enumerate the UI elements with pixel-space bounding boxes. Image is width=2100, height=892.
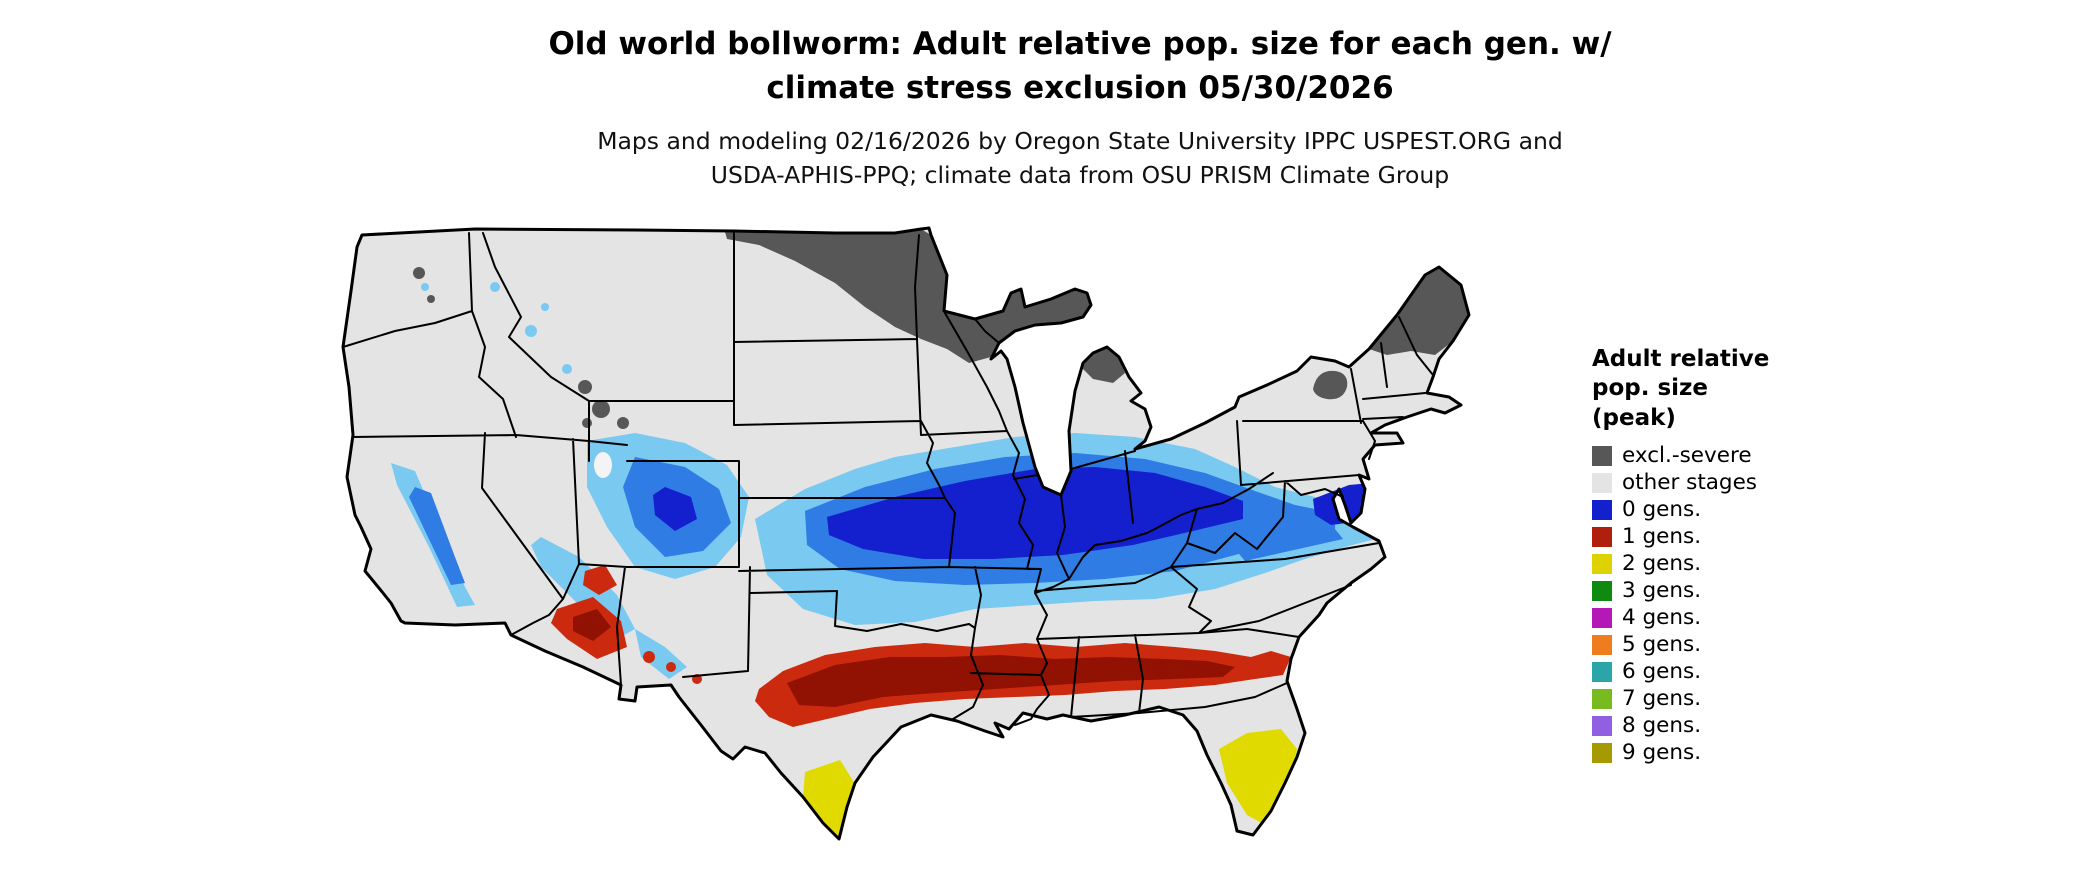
us-map-svg bbox=[341, 226, 1471, 841]
legend-item: 6 gens. bbox=[1592, 661, 1822, 683]
legend-item-label: 1 gens. bbox=[1622, 524, 1702, 550]
excl-severe-speck bbox=[413, 267, 425, 279]
gens1-bright-speck bbox=[643, 651, 655, 663]
legend-swatch bbox=[1592, 554, 1612, 575]
excl-severe-speck bbox=[582, 418, 592, 428]
legend-item-label: other stages bbox=[1622, 470, 1757, 496]
legend-item: 4 gens. bbox=[1592, 607, 1822, 629]
legend-title-line1: Adult relative bbox=[1592, 346, 1770, 372]
legend-item-label: excl.-severe bbox=[1622, 443, 1752, 469]
legend-swatch bbox=[1592, 716, 1612, 737]
gens0-light-speck bbox=[490, 282, 500, 292]
us-outline bbox=[341, 226, 1471, 841]
gens1-dark-band bbox=[787, 655, 1235, 707]
legend-swatch bbox=[1592, 689, 1612, 710]
legend-swatch bbox=[1592, 608, 1612, 629]
legend-item-label: 2 gens. bbox=[1622, 551, 1702, 577]
map-title-line1: Old world bollworm: Adult relative pop. … bbox=[548, 26, 1612, 62]
legend-item-label: 5 gens. bbox=[1622, 632, 1702, 658]
legend-item: 7 gens. bbox=[1592, 688, 1822, 710]
gens0-light-speck bbox=[525, 325, 537, 337]
region-gens1-dark bbox=[573, 609, 1235, 707]
state-borders bbox=[342, 230, 1434, 726]
gens2-florida bbox=[1219, 729, 1297, 825]
legend-item-label: 3 gens. bbox=[1622, 578, 1702, 604]
legend-item-label: 0 gens. bbox=[1622, 497, 1702, 523]
gens0-core-colorado-dab bbox=[653, 487, 697, 531]
excl-severe-speck bbox=[617, 417, 629, 429]
legend-item: other stages bbox=[1592, 472, 1822, 494]
legend-item-label: 4 gens. bbox=[1622, 605, 1702, 631]
legend: Adult relative pop. size (peak) excl.-se… bbox=[1592, 345, 1822, 769]
gens0-medium-virginia-streak bbox=[1235, 529, 1343, 561]
gens1-bright-speck bbox=[666, 662, 676, 672]
legend-title-line3: (peak) bbox=[1592, 404, 1676, 431]
legend-item-label: 6 gens. bbox=[1622, 659, 1702, 685]
legend-title-line2: pop. size bbox=[1592, 375, 1709, 402]
legend-item: 8 gens. bbox=[1592, 715, 1822, 737]
legend-item: excl.-severe bbox=[1592, 445, 1822, 467]
legend-swatch bbox=[1592, 527, 1612, 548]
legend-swatch bbox=[1592, 473, 1612, 494]
legend-swatch bbox=[1592, 500, 1612, 521]
legend-item: 3 gens. bbox=[1592, 580, 1822, 602]
gens1-dark-arizona bbox=[573, 609, 611, 641]
gens0-light-speck bbox=[562, 364, 572, 374]
legend-swatch bbox=[1592, 581, 1612, 602]
legend-item: 9 gens. bbox=[1592, 742, 1822, 764]
gens1-bright-arizona2 bbox=[583, 565, 617, 595]
excl-severe-new-england bbox=[1369, 267, 1469, 355]
gens0-light-speck bbox=[421, 283, 429, 291]
legend-item-label: 9 gens. bbox=[1622, 740, 1702, 766]
legend-swatch bbox=[1592, 743, 1612, 764]
legend-swatch bbox=[1592, 635, 1612, 656]
legend-items: excl.-severe other stages 0 gens. 1 gens. 2 … bbox=[1592, 445, 1822, 764]
map-subtitle-line1: Maps and modeling 02/16/2026 by Oregon S… bbox=[597, 127, 1563, 155]
map-title-line2: climate stress exclusion 05/30/2026 bbox=[766, 70, 1394, 107]
excl-severe-upper-peninsula bbox=[975, 289, 1091, 343]
legend-item: 0 gens. bbox=[1592, 499, 1822, 521]
us-map bbox=[335, 222, 1555, 882]
legend-swatch bbox=[1592, 662, 1612, 683]
map-title: Old world bollworm: Adult relative pop. … bbox=[335, 22, 1825, 110]
map-subtitle-line2: USDA-APHIS-PPQ; climate data from OSU PR… bbox=[710, 161, 1450, 190]
excl-severe-north-blob bbox=[725, 229, 999, 363]
great-salt-lake bbox=[594, 452, 612, 478]
excl-severe-speck bbox=[592, 400, 610, 418]
legend-item: 1 gens. bbox=[1592, 526, 1822, 548]
map-subtitle: Maps and modeling 02/16/2026 by Oregon S… bbox=[335, 124, 1825, 192]
legend-item-label: 7 gens. bbox=[1622, 686, 1702, 712]
legend-title: Adult relative pop. size (peak) bbox=[1592, 345, 1822, 433]
legend-item-label: 8 gens. bbox=[1622, 713, 1702, 739]
legend-swatch bbox=[1592, 446, 1612, 467]
gens0-medium-sierra bbox=[409, 487, 465, 585]
excl-severe-speck bbox=[427, 295, 435, 303]
gens0-light-speck bbox=[541, 303, 549, 311]
excl-severe-speck bbox=[578, 380, 592, 394]
excl-severe-adirondacks bbox=[1313, 370, 1348, 400]
legend-item: 2 gens. bbox=[1592, 553, 1822, 575]
legend-item: 5 gens. bbox=[1592, 634, 1822, 656]
